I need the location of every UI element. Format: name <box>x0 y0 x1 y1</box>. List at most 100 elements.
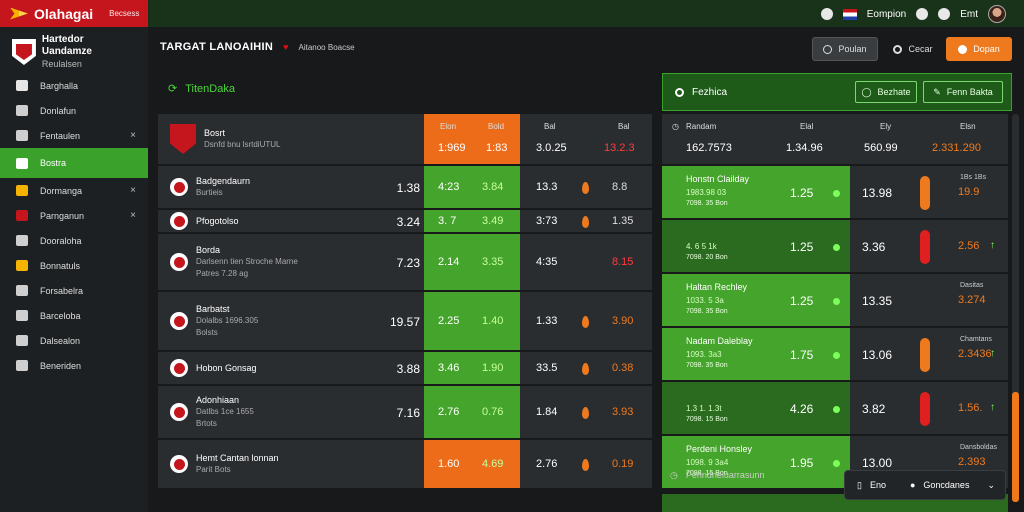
main-odd[interactable]: 7.23 <box>396 256 420 270</box>
sidebar-item[interactable]: Bostra <box>0 148 148 178</box>
table-row[interactable]: Hobon Gonsag 3.88 3.46 1.90 33.5 0.38 <box>158 352 652 386</box>
market-green-cell[interactable] <box>662 382 850 434</box>
table-row[interactable]: Hemt Cantan lonnan Parit Bots 1.60 4.69 2.76… <box>158 440 652 490</box>
sidebar-item[interactable]: Barceloba <box>0 303 148 328</box>
odd-value[interactable]: 3.35 <box>482 256 504 268</box>
close-icon[interactable]: × <box>130 185 136 196</box>
table-row[interactable]: Borda Darlsenn tien Stroche Marne Patres 7… <box>158 234 652 292</box>
market-row[interactable]: 1.3 1. 1.3t 7098. 15 Bon 4.26 3.82 1.56. ↑ <box>662 382 1008 436</box>
odds-highlight-cell[interactable]: 1.60 4.69 <box>424 440 520 488</box>
language-label[interactable]: Eompion <box>866 8 907 20</box>
market-green-cell[interactable] <box>662 436 850 488</box>
odd-value[interactable]: 3.36 <box>862 240 886 254</box>
table-row[interactable]: Barbatst Dolalbs 1696.305 Bolsts 19.57 2.25 1… <box>158 292 652 352</box>
table-row[interactable]: Badgendaurn Burtieis 1.38 4:23 3.84 13.3 8.8 <box>158 166 652 210</box>
sidebar-item[interactable]: Dooraloha <box>0 228 148 253</box>
odd-value[interactable]: 13.35 <box>862 294 893 308</box>
odd-value[interactable]: 3.82 <box>862 402 886 416</box>
close-icon[interactable]: × <box>130 130 136 141</box>
sidebar-item[interactable]: Parnganun × <box>0 203 148 228</box>
odd-value[interactable]: 1.84 <box>536 406 558 418</box>
odd-value[interactable]: 3:73 <box>536 215 558 227</box>
main-odd[interactable]: 7.16 <box>396 406 420 420</box>
odd-value[interactable]: 4.26 <box>790 402 814 416</box>
odds-highlight-cell[interactable]: 2.76 0.76 <box>424 386 520 438</box>
table-row[interactable]: Adonhiaan Datlbs 1ce 1655 Brtots 7.16 2.76 0.… <box>158 386 652 440</box>
odd-value[interactable]: 3.49 <box>482 215 504 227</box>
odd-value[interactable]: 1.40 <box>482 315 504 327</box>
cecar-button[interactable]: Cecar <box>886 37 940 61</box>
odds-highlight-cell[interactable]: 3.46 1.90 <box>424 352 520 384</box>
odd-value[interactable]: 33.5 <box>536 362 558 374</box>
odd-value[interactable]: 2.14 <box>438 256 460 268</box>
odd-value[interactable]: 3.90 <box>612 315 634 327</box>
odd-value[interactable]: 0.19 <box>612 458 634 470</box>
odds-highlight-cell[interactable]: 4:23 3.84 <box>424 166 520 208</box>
odd-value[interactable]: 1.75 <box>790 348 814 362</box>
sidebar-item[interactable]: Dormanga × <box>0 178 148 203</box>
scrollbar[interactable] <box>1012 114 1019 502</box>
odd-value[interactable]: 0.76 <box>482 406 504 418</box>
odd-value[interactable]: 2.76 <box>536 458 558 470</box>
settings-label[interactable]: Emt <box>960 8 978 20</box>
market-value[interactable]: 3.274 <box>958 294 986 306</box>
market-green-cell[interactable] <box>662 274 850 326</box>
refresh-icon[interactable]: ⟳ <box>168 83 178 95</box>
table-row[interactable]: Pfogotolso 3.24 3. 7 3.49 3:73 1.35 <box>158 210 652 234</box>
scrollbar-thumb[interactable] <box>1012 392 1019 502</box>
market-green-cell[interactable] <box>662 166 850 218</box>
market-row[interactable]: 4. 6 5 1k 7098. 20 Bon 1.25 3.36 2.56 ↑ <box>662 220 1008 274</box>
heart-icon[interactable]: ♥ <box>283 42 289 52</box>
odd-value[interactable]: 3. 7 <box>438 215 457 227</box>
odd-value[interactable]: 1.90 <box>482 362 504 374</box>
odd-value[interactable]: 1.35 <box>612 215 634 227</box>
refresh-icon[interactable] <box>820 8 833 20</box>
poulan-button[interactable]: Poulan <box>812 37 878 61</box>
flag-icon[interactable] <box>842 8 857 20</box>
odd-value[interactable]: 1.25 <box>790 240 814 254</box>
odd-value[interactable]: 1.25 <box>790 294 814 308</box>
market-row[interactable]: Haltan Rechley 1033. 5 3a 7098. 35 Bon 1.25… <box>662 274 1008 328</box>
main-odd[interactable]: 3.24 <box>396 215 420 229</box>
search-filter-button[interactable]: ◯ Bezhate <box>855 81 917 103</box>
odd-value[interactable]: 1.25 <box>790 186 814 200</box>
market-value[interactable]: 2.56 <box>958 240 980 252</box>
odd-value[interactable]: 8.8 <box>612 181 628 193</box>
gear-icon[interactable] <box>938 8 951 20</box>
odd-value[interactable]: 3.46 <box>438 362 460 374</box>
search-action-button[interactable]: ✎ Fenn Bakta <box>923 81 1003 103</box>
sidebar-item[interactable]: Barghalla <box>0 73 148 98</box>
close-icon[interactable]: ⌄ <box>987 479 995 490</box>
odd-value[interactable]: 1.33 <box>536 315 558 327</box>
close-icon[interactable]: × <box>130 210 136 221</box>
odd-value[interactable]: 1.60 <box>438 458 460 470</box>
odd-value[interactable]: 0.38 <box>612 362 634 374</box>
sidebar-item[interactable]: Forsabelra <box>0 278 148 303</box>
odd-value[interactable]: 4:35 <box>536 256 558 268</box>
sidebar-item[interactable]: Fentaulen × <box>0 123 148 148</box>
market-value[interactable]: 1.56. <box>958 402 983 414</box>
market-row[interactable]: Nadam Daleblay 1093. 3a3 7098. 35 Bon 1.75 1… <box>662 328 1008 382</box>
odd-value[interactable]: 3.93 <box>612 406 634 418</box>
sidebar-item[interactable]: Dalsealon <box>0 328 148 353</box>
search-input[interactable]: Fezhica <box>692 86 728 98</box>
odd-value[interactable]: 4.69 <box>482 458 504 470</box>
odds-highlight-cell[interactable]: 3. 7 3.49 <box>424 210 520 232</box>
brand[interactable]: Olahagai Becsess <box>0 0 148 27</box>
odds-highlight-cell[interactable]: 2.14 3.35 <box>424 234 520 290</box>
market-value[interactable]: 2.393 <box>958 456 986 468</box>
main-odd[interactable]: 3.88 <box>396 362 420 376</box>
sidebar-item[interactable]: Beneriden <box>0 353 148 378</box>
dopan-button[interactable]: Dopan <box>946 37 1012 61</box>
market-value[interactable]: 2.3436 <box>958 348 992 360</box>
odd-value[interactable]: 13.98 <box>862 186 893 200</box>
market-green-cell[interactable] <box>662 328 850 380</box>
odd-value[interactable]: 13.06 <box>862 348 893 362</box>
odd-value[interactable]: 4:23 <box>438 181 460 193</box>
main-odd[interactable]: 19.57 <box>389 315 420 329</box>
link-icon[interactable] <box>916 8 929 20</box>
odd-value[interactable]: 8.15 <box>612 256 634 268</box>
main-odd[interactable]: 1.38 <box>396 181 420 195</box>
sidebar-item[interactable]: Donlafun <box>0 98 148 123</box>
market-row[interactable]: Honstn Clailday 1983.98 03 7098. 35 Bon 1.2… <box>662 166 1008 220</box>
